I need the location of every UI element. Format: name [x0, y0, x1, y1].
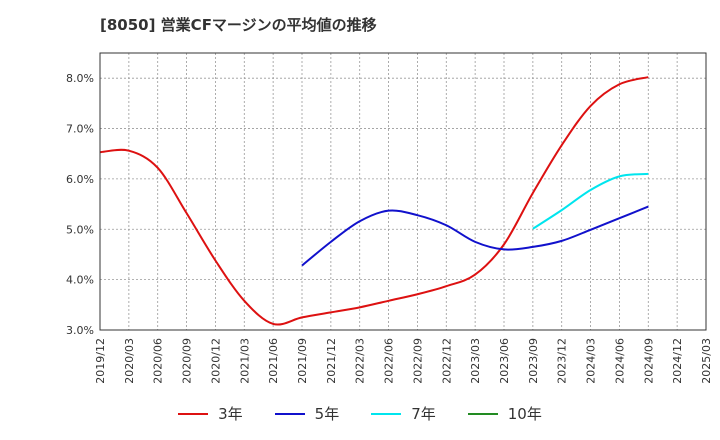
- x-tick-label: 2025/03: [700, 338, 713, 384]
- x-tick-label: 2020/06: [152, 338, 165, 384]
- x-tick-label: 2023/09: [527, 338, 540, 384]
- y-tick-label: 3.0%: [66, 324, 94, 337]
- series-line-2: [532, 172, 649, 230]
- x-tick-label: 2022/06: [383, 338, 396, 384]
- x-tick-label: 2024/03: [585, 338, 598, 384]
- x-tick-label: 2022/09: [411, 338, 424, 384]
- legend-swatch: [371, 412, 402, 415]
- legend-swatch: [274, 412, 305, 415]
- series-layer: [99, 76, 649, 326]
- legend-label: 3年: [218, 405, 243, 423]
- series-line-0: [99, 76, 649, 326]
- legend-label: 7年: [411, 405, 436, 423]
- x-tick-label: 2024/12: [671, 338, 684, 384]
- x-tick-label: 2024/06: [613, 338, 626, 384]
- x-tick-label: 2020/09: [181, 338, 194, 384]
- chart-title: [8050] 営業CFマージンの平均値の推移: [100, 16, 377, 34]
- x-tick-label: 2019/12: [94, 338, 107, 384]
- legend-item: 10年: [467, 403, 542, 424]
- x-tick-label: 2020/12: [209, 338, 222, 384]
- x-tick-label: 2023/06: [498, 338, 511, 384]
- legend-item: 3年: [178, 403, 243, 424]
- y-tick-label: 6.0%: [66, 173, 94, 186]
- y-tick-label: 7.0%: [66, 123, 94, 136]
- x-tick-label: 2022/03: [354, 338, 367, 384]
- legend-swatch: [178, 412, 209, 415]
- y-tick-label: 4.0%: [66, 274, 94, 287]
- plot-area: [100, 53, 706, 330]
- legend-swatch: [467, 412, 498, 415]
- x-tick-label: 2022/12: [440, 338, 453, 384]
- legend-label: 10年: [507, 405, 542, 423]
- x-tick-label: 2021/12: [325, 338, 338, 384]
- legend-label: 5年: [314, 405, 340, 423]
- x-tick-label: 2023/12: [556, 338, 569, 384]
- plot-frame: [99, 52, 707, 331]
- series-line-1: [301, 205, 649, 267]
- y-tick-label: 5.0%: [66, 223, 94, 236]
- x-tick-label: 2021/03: [238, 338, 251, 384]
- x-tick-label: 2023/03: [469, 338, 482, 384]
- x-tick-label: 2020/03: [123, 338, 136, 384]
- x-tick-label: 2021/06: [267, 338, 280, 384]
- legend-item: 5年: [274, 403, 340, 424]
- axis-layer: 3.0% 4.0% 5.0% 6.0% 7.0% 8.0% 2019/12 2020/03 20…: [66, 52, 713, 384]
- chart-legend: 3年 5年 7年 10年: [0, 403, 720, 424]
- y-tick-label: 8.0%: [66, 72, 94, 85]
- legend-item: 7年: [371, 403, 436, 424]
- x-tick-label: 2024/09: [642, 338, 655, 384]
- x-tick-label: 2021/09: [296, 338, 309, 384]
- grid-layer: [99, 53, 707, 331]
